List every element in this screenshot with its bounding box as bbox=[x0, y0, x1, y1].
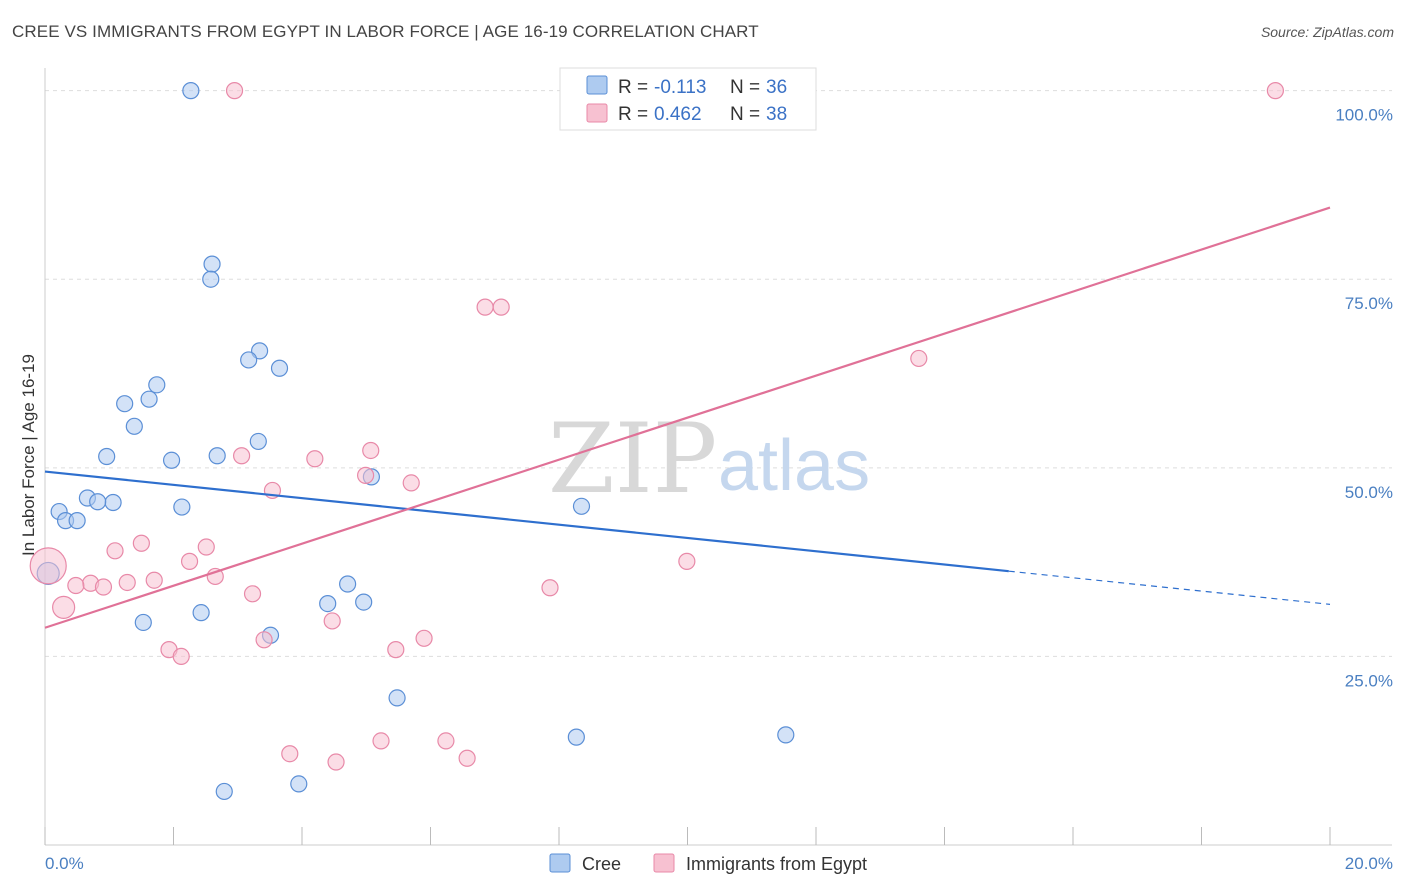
y-tick-label: 75.0% bbox=[1345, 294, 1393, 313]
watermark-zip: ZIP bbox=[548, 403, 717, 515]
egypt-point bbox=[255, 631, 273, 649]
cree-point bbox=[182, 82, 200, 100]
cree-point bbox=[572, 497, 591, 515]
cree-point bbox=[203, 255, 221, 273]
egypt-point bbox=[172, 647, 190, 666]
legend-swatch-cree bbox=[586, 75, 608, 95]
cree-point bbox=[777, 726, 795, 744]
y-axis-title: In Labor Force | Age 16-19 bbox=[19, 354, 38, 556]
y-tick-label: 50.0% bbox=[1345, 483, 1393, 502]
egypt-point bbox=[1266, 82, 1284, 100]
egypt-point bbox=[243, 585, 262, 603]
cree-point bbox=[173, 498, 191, 516]
egypt-point bbox=[437, 732, 455, 750]
bottom-legend-swatch-cree bbox=[549, 853, 571, 873]
cree-trend-line bbox=[44, 470, 1009, 573]
cree-point bbox=[388, 689, 406, 707]
egypt-point bbox=[197, 538, 215, 556]
cree-point bbox=[355, 593, 373, 611]
egypt-point bbox=[402, 474, 420, 492]
x-tick-label: 0.0% bbox=[45, 854, 84, 873]
egypt-point bbox=[910, 349, 928, 368]
cree-point bbox=[249, 432, 267, 451]
egypt-point bbox=[225, 82, 244, 100]
chart-title: CREE VS IMMIGRANTS FROM EGYPT IN LABOR F… bbox=[12, 22, 759, 41]
cree-point bbox=[319, 595, 337, 613]
egypt-point bbox=[306, 450, 324, 468]
bottom-legend: Cree Immigrants from Egypt bbox=[549, 853, 867, 874]
egypt-point bbox=[94, 578, 113, 596]
legend: R = -0.113 N = 36 R = 0.462 N = 38 bbox=[559, 67, 817, 131]
cree-trend-extension bbox=[1008, 570, 1331, 605]
egypt-point bbox=[180, 552, 199, 570]
egypt-point bbox=[678, 552, 696, 570]
egypt-point bbox=[476, 298, 494, 316]
cree-point bbox=[567, 728, 585, 746]
cree-point bbox=[339, 575, 357, 593]
cree-point bbox=[89, 493, 107, 511]
bottom-legend-label-egypt: Immigrants from Egypt bbox=[686, 854, 867, 874]
legend-r-label: R = bbox=[618, 104, 648, 125]
egypt-point bbox=[233, 447, 251, 465]
x-tick-label: 20.0% bbox=[1345, 854, 1393, 873]
cree-point bbox=[290, 775, 308, 793]
legend-n-value-egypt: 38 bbox=[766, 104, 787, 125]
egypt-point bbox=[372, 732, 390, 750]
cree-point bbox=[134, 613, 152, 632]
cree-point bbox=[104, 493, 122, 512]
egypt-point bbox=[458, 749, 476, 767]
egypt-point bbox=[387, 641, 405, 659]
egypt-point bbox=[415, 629, 433, 647]
watermark: ZIP atlas bbox=[548, 403, 870, 515]
egypt-point bbox=[106, 542, 124, 560]
y-tick-label: 25.0% bbox=[1345, 671, 1393, 690]
legend-r-value-egypt: 0.462 bbox=[654, 104, 702, 125]
egypt-point bbox=[323, 612, 341, 630]
egypt-point bbox=[357, 466, 375, 484]
legend-n-label: N = bbox=[730, 77, 760, 98]
legend-r-value-cree: -0.113 bbox=[654, 77, 706, 98]
cree-point bbox=[125, 417, 143, 435]
egypt-point bbox=[118, 573, 136, 592]
cree-point bbox=[68, 512, 86, 530]
y-tick-label: 100.0% bbox=[1335, 106, 1393, 125]
legend-n-label: N = bbox=[730, 104, 760, 125]
egypt-trend-line bbox=[44, 206, 1331, 629]
cree-point bbox=[148, 376, 166, 394]
cree-point bbox=[240, 351, 258, 369]
egypt-point bbox=[145, 571, 163, 589]
egypt-point bbox=[29, 547, 67, 585]
legend-swatch-egypt bbox=[586, 103, 608, 123]
legend-n-value-cree: 36 bbox=[766, 77, 787, 98]
cree-point bbox=[215, 782, 233, 801]
cree-point bbox=[208, 447, 226, 465]
points-layer bbox=[29, 82, 1284, 801]
egypt-point bbox=[327, 753, 345, 771]
egypt-point bbox=[541, 579, 559, 597]
egypt-point bbox=[132, 534, 150, 552]
watermark-atlas: atlas bbox=[718, 426, 870, 506]
cree-point bbox=[202, 270, 220, 288]
egypt-point bbox=[362, 441, 380, 460]
bottom-legend-label-cree: Cree bbox=[582, 854, 621, 874]
cree-point bbox=[270, 359, 289, 377]
chart-source: Source: ZipAtlas.com bbox=[1260, 24, 1394, 40]
legend-r-label: R = bbox=[618, 77, 648, 98]
egypt-point bbox=[52, 595, 76, 619]
cree-point bbox=[192, 604, 210, 622]
cree-point bbox=[140, 390, 158, 408]
axis-layer: 0.0% 20.0% bbox=[44, 68, 1393, 873]
bottom-legend-swatch-egypt bbox=[653, 853, 675, 873]
egypt-point bbox=[281, 745, 299, 763]
cree-point bbox=[116, 395, 134, 413]
grid-layer: 25.0% 50.0% 75.0% 100.0% bbox=[45, 90, 1393, 690]
egypt-point bbox=[67, 576, 85, 595]
cree-point bbox=[162, 451, 181, 469]
egypt-point bbox=[492, 298, 510, 316]
trend-layer bbox=[44, 206, 1331, 629]
cree-point bbox=[98, 447, 116, 466]
